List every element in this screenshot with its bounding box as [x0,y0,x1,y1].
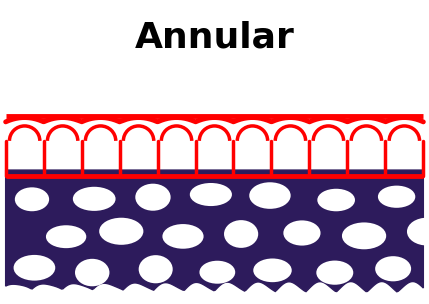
Ellipse shape [74,188,114,209]
Ellipse shape [318,262,352,283]
Ellipse shape [408,219,429,244]
Ellipse shape [251,184,289,207]
Ellipse shape [164,226,202,247]
Polygon shape [6,170,423,292]
Ellipse shape [16,189,48,210]
Ellipse shape [15,256,54,279]
Ellipse shape [201,262,234,282]
Ellipse shape [47,227,85,247]
Ellipse shape [140,257,171,282]
Ellipse shape [343,224,385,248]
Ellipse shape [100,219,142,244]
Text: Annular: Annular [135,21,294,54]
Ellipse shape [225,222,257,247]
Ellipse shape [191,185,230,205]
Ellipse shape [285,222,319,244]
Ellipse shape [377,257,410,280]
Ellipse shape [379,187,414,206]
Ellipse shape [255,260,290,281]
Ellipse shape [137,185,169,209]
Ellipse shape [319,190,353,210]
Ellipse shape [76,260,108,285]
